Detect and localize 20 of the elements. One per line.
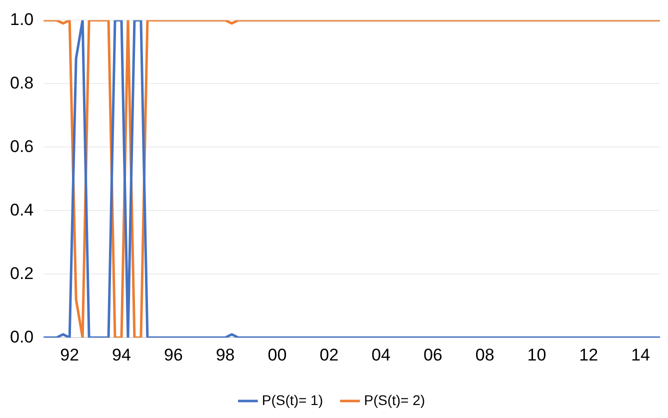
y-tick-label: 0.2 bbox=[10, 264, 34, 283]
x-tick-label: 04 bbox=[372, 345, 390, 364]
x-tick-label: 06 bbox=[423, 345, 442, 364]
legend-label: P(S(t)= 2) bbox=[364, 392, 426, 408]
x-tick-label: 12 bbox=[579, 345, 598, 364]
legend-label: P(S(t)= 1) bbox=[262, 392, 324, 408]
y-tick-label: 0.0 bbox=[10, 327, 34, 346]
y-tick-label: 1.0 bbox=[10, 10, 34, 29]
x-tick-label: 98 bbox=[216, 345, 235, 364]
x-tick-label: 02 bbox=[320, 345, 339, 364]
x-tick-label: 96 bbox=[164, 345, 183, 364]
y-tick-label: 0.6 bbox=[10, 136, 34, 156]
x-tick-label: 08 bbox=[475, 345, 494, 364]
y-tick-label: 0.8 bbox=[10, 73, 34, 92]
x-tick-label: 14 bbox=[631, 345, 650, 364]
y-tick-label: 0.4 bbox=[10, 200, 34, 220]
x-tick-label: 94 bbox=[112, 345, 131, 364]
x-tick-label: 10 bbox=[527, 345, 546, 364]
x-tick-label: 92 bbox=[60, 345, 80, 364]
x-tick-label: 00 bbox=[268, 345, 287, 364]
